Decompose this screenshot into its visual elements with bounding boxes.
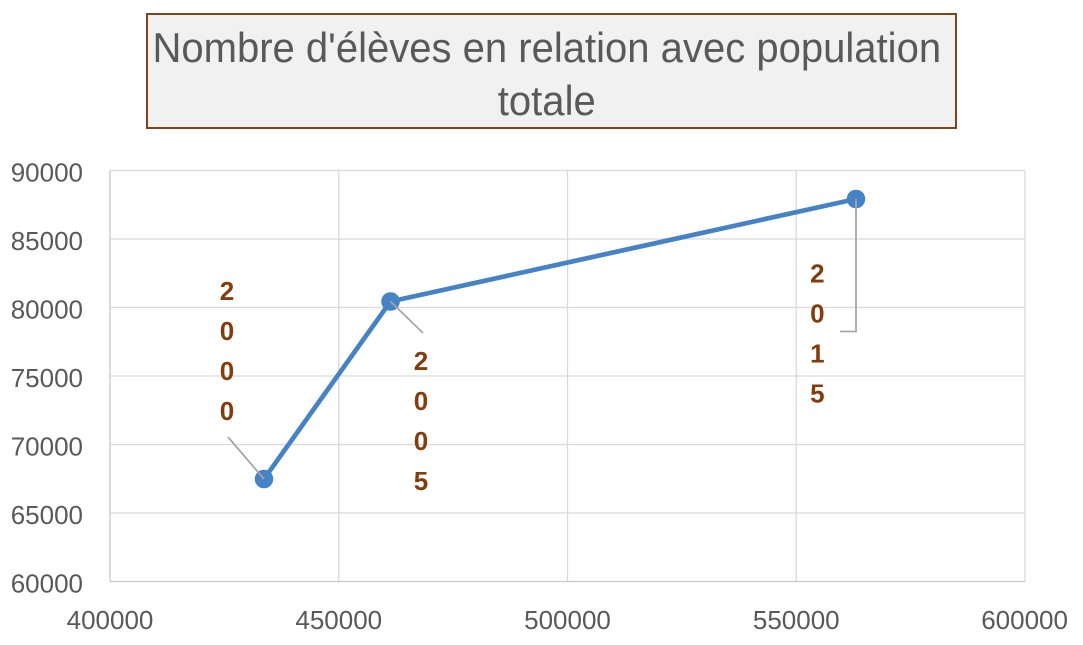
svg-text:5: 5 <box>414 466 428 496</box>
svg-text:85000: 85000 <box>11 226 83 256</box>
svg-text:450000: 450000 <box>295 605 382 635</box>
svg-text:2: 2 <box>810 259 824 289</box>
svg-text:1: 1 <box>810 339 824 369</box>
svg-text:0: 0 <box>220 316 234 346</box>
svg-text:65000: 65000 <box>11 500 83 530</box>
svg-text:0: 0 <box>414 426 428 456</box>
svg-text:600000: 600000 <box>981 605 1068 635</box>
svg-text:0: 0 <box>220 356 234 386</box>
svg-text:2: 2 <box>220 276 234 306</box>
svg-text:75000: 75000 <box>11 363 83 393</box>
svg-text:0: 0 <box>810 299 824 329</box>
svg-text:400000: 400000 <box>67 605 154 635</box>
svg-text:2: 2 <box>414 346 428 376</box>
svg-text:500000: 500000 <box>524 605 611 635</box>
svg-text:90000: 90000 <box>11 158 83 188</box>
svg-text:80000: 80000 <box>11 295 83 325</box>
svg-text:0: 0 <box>414 386 428 416</box>
svg-text:60000: 60000 <box>11 569 83 599</box>
svg-text:5: 5 <box>810 379 824 409</box>
svg-text:70000: 70000 <box>11 432 83 462</box>
svg-text:550000: 550000 <box>753 605 840 635</box>
svg-text:0: 0 <box>220 396 234 426</box>
